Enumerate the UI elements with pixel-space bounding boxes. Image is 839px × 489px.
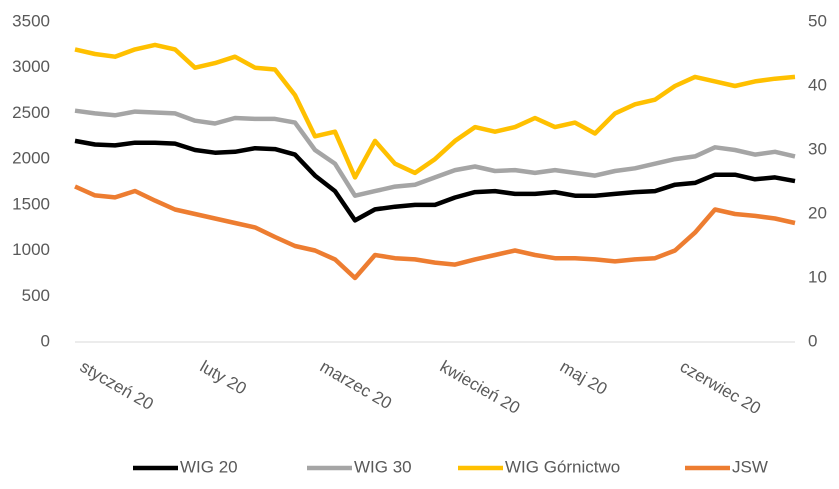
x-tick-label: luty 20	[197, 357, 250, 399]
series-line	[74, 108, 796, 198]
y-tick-label: 3500	[12, 11, 50, 30]
y2-tick-label: 30	[808, 139, 827, 158]
y-tick-label: 2500	[12, 103, 50, 122]
y2-tick-label: 0	[808, 331, 817, 350]
y-tick-label: 500	[22, 286, 50, 305]
legend-label: WIG Górnictwo	[505, 457, 620, 476]
legend-label: WIG 20	[180, 457, 238, 476]
legend-label: JSW	[732, 457, 768, 476]
y2-tick-label: 40	[808, 75, 827, 94]
series-line	[74, 138, 796, 223]
x-tick-label: styczeń 20	[77, 357, 157, 414]
y-tick-label: 0	[41, 331, 50, 350]
y2-tick-label: 10	[808, 267, 827, 286]
y-tick-label: 3000	[12, 57, 50, 76]
y-tick-label: 1000	[12, 240, 50, 259]
x-tick-label: kwiecień 20	[437, 357, 523, 418]
y2-tick-label: 20	[808, 203, 827, 222]
x-tick-label: marzec 20	[317, 357, 395, 413]
x-tick-label: maj 20	[557, 357, 611, 399]
y-tick-label: 1500	[12, 194, 50, 213]
y2-tick-label: 50	[808, 11, 827, 30]
y-tick-label: 2000	[12, 149, 50, 168]
series-line	[74, 184, 796, 281]
x-tick-label: czerwiec 20	[677, 357, 764, 418]
series-line	[74, 42, 796, 180]
legend-label: WIG 30	[354, 457, 412, 476]
